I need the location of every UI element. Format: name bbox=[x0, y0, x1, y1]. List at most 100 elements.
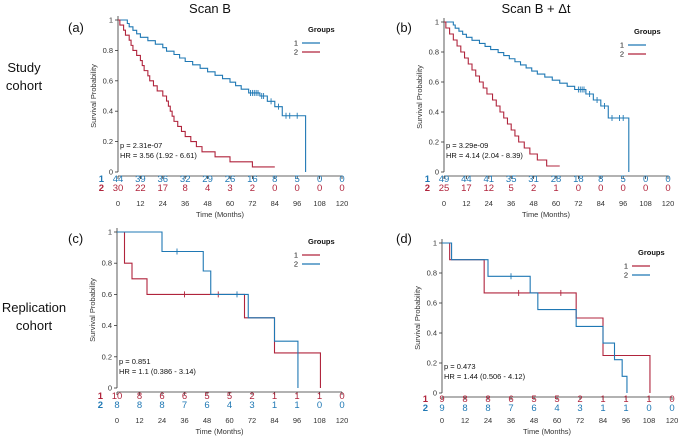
km-panel-1: (a)00.20.40.60.810 12 24 36 48 60 72 84 96 108 120… bbox=[68, 16, 348, 220]
x-tick-label: 108 bbox=[313, 199, 326, 208]
x-tick-label: 72 bbox=[248, 199, 256, 208]
y-tick-label: 0.4 bbox=[427, 329, 437, 338]
y-tick-label: 0.6 bbox=[103, 76, 113, 85]
y-tick-label: 0.8 bbox=[427, 269, 437, 278]
risk-count: 8 bbox=[462, 403, 467, 414]
y-tick-label: 0.8 bbox=[102, 259, 112, 268]
risk-count: 17 bbox=[461, 183, 472, 194]
y-tick-label: 0.8 bbox=[429, 48, 439, 57]
y-tick-label: 0.2 bbox=[102, 352, 112, 361]
risk-count: 1 bbox=[553, 183, 558, 194]
risk-count: 1 bbox=[623, 403, 628, 414]
risk-row-label: 1 bbox=[423, 394, 429, 405]
km-panel-4: (d)00.20.40.60.810 12 24 36 48 60 72 84 96 108 120… bbox=[396, 231, 678, 436]
risk-count: 8 bbox=[137, 400, 142, 411]
risk-count: 8 bbox=[485, 403, 490, 414]
risk-count: 4 bbox=[205, 183, 210, 194]
risk-count: 2 bbox=[250, 183, 255, 194]
legend-label-1: 1 bbox=[294, 39, 298, 48]
risk-count: 5 bbox=[621, 174, 626, 185]
risk-count: 1 bbox=[272, 391, 277, 402]
y-tick-label: 0.8 bbox=[103, 46, 113, 55]
y-tick-label: 0 bbox=[433, 389, 437, 398]
y-tick-label: 1 bbox=[433, 239, 437, 248]
risk-count: 1 bbox=[294, 400, 299, 411]
risk-count: 2 bbox=[531, 183, 536, 194]
risk-count: 6 bbox=[531, 403, 536, 414]
risk-count: 39 bbox=[135, 174, 146, 185]
panel-label: (c) bbox=[68, 231, 83, 246]
risk-count: 26 bbox=[225, 174, 236, 185]
risk-count: 12 bbox=[484, 183, 495, 194]
risk-count: 35 bbox=[506, 174, 517, 185]
risk-count: 25 bbox=[439, 183, 450, 194]
risk-count: 1 bbox=[294, 391, 299, 402]
risk-count: 6 bbox=[508, 394, 513, 405]
risk-count: 28 bbox=[551, 174, 562, 185]
risk-count: 2 bbox=[577, 394, 582, 405]
risk-count: 44 bbox=[461, 174, 472, 185]
risk-count: 5 bbox=[554, 394, 559, 405]
legend-label-2: 2 bbox=[294, 48, 298, 57]
x-tick-label: 60 bbox=[225, 416, 233, 425]
x-tick-label: 48 bbox=[203, 199, 211, 208]
x-tick-label: 12 bbox=[136, 199, 144, 208]
legend-label-2: 2 bbox=[294, 260, 298, 269]
y-tick-label: 0.6 bbox=[427, 299, 437, 308]
row-label-replication-1: Replication bbox=[2, 300, 66, 315]
risk-count: 4 bbox=[227, 400, 232, 411]
risk-count: 8 bbox=[114, 400, 119, 411]
risk-count: 0 bbox=[643, 174, 648, 185]
risk-count: 7 bbox=[182, 400, 187, 411]
x-tick-label: 108 bbox=[643, 416, 656, 425]
x-tick-label: 24 bbox=[159, 199, 167, 208]
legend-title: Groups bbox=[634, 27, 661, 36]
x-tick-label: 48 bbox=[530, 416, 538, 425]
x-tick-label: 84 bbox=[599, 416, 607, 425]
x-tick-label: 24 bbox=[484, 416, 492, 425]
risk-count: 9 bbox=[439, 403, 444, 414]
risk-row-label: 1 bbox=[425, 174, 431, 185]
risk-count: 0 bbox=[669, 403, 674, 414]
risk-count: 8 bbox=[159, 400, 164, 411]
km-curve-group-2 bbox=[118, 19, 275, 168]
panel-label: (a) bbox=[68, 20, 84, 35]
risk-row-label: 1 bbox=[98, 391, 104, 402]
x-tick-label: 0 bbox=[440, 416, 444, 425]
row-label-study-1: Study bbox=[7, 60, 41, 75]
y-tick-label: 0.2 bbox=[429, 138, 439, 147]
risk-count: 0 bbox=[576, 183, 581, 194]
risk-count: 44 bbox=[113, 174, 124, 185]
risk-count: 0 bbox=[339, 174, 344, 185]
y-tick-label: 0.2 bbox=[103, 137, 113, 146]
risk-count: 1 bbox=[600, 403, 605, 414]
km-curve-group-1 bbox=[442, 242, 651, 393]
y-tick-label: 1 bbox=[108, 228, 112, 237]
x-tick-label: 84 bbox=[597, 199, 605, 208]
legend-label-2: 2 bbox=[624, 271, 628, 280]
risk-count: 32 bbox=[180, 174, 191, 185]
x-axis-label: Time (Months) bbox=[196, 210, 245, 219]
x-tick-label: 96 bbox=[293, 416, 301, 425]
row-label-replication-2: cohort bbox=[16, 318, 53, 333]
risk-count: 30 bbox=[113, 183, 124, 194]
km-curve-group-2 bbox=[117, 231, 299, 388]
hazard-ratio: HR = 3.56 (1.92 - 6.61) bbox=[120, 151, 197, 160]
legend-label-1: 1 bbox=[294, 251, 298, 260]
risk-count: 8 bbox=[183, 183, 188, 194]
x-tick-label: 120 bbox=[336, 416, 349, 425]
x-tick-label: 24 bbox=[158, 416, 166, 425]
risk-row-label: 2 bbox=[423, 403, 428, 414]
risk-count: 0 bbox=[317, 174, 322, 185]
risk-count: 6 bbox=[182, 391, 187, 402]
x-tick-label: 0 bbox=[115, 416, 119, 425]
risk-count: 7 bbox=[508, 403, 513, 414]
risk-count: 29 bbox=[202, 174, 213, 185]
risk-count: 22 bbox=[135, 183, 146, 194]
x-tick-label: 72 bbox=[576, 416, 584, 425]
risk-count: 0 bbox=[339, 400, 344, 411]
risk-count: 6 bbox=[159, 391, 164, 402]
x-tick-label: 120 bbox=[662, 199, 675, 208]
x-tick-label: 60 bbox=[552, 199, 560, 208]
